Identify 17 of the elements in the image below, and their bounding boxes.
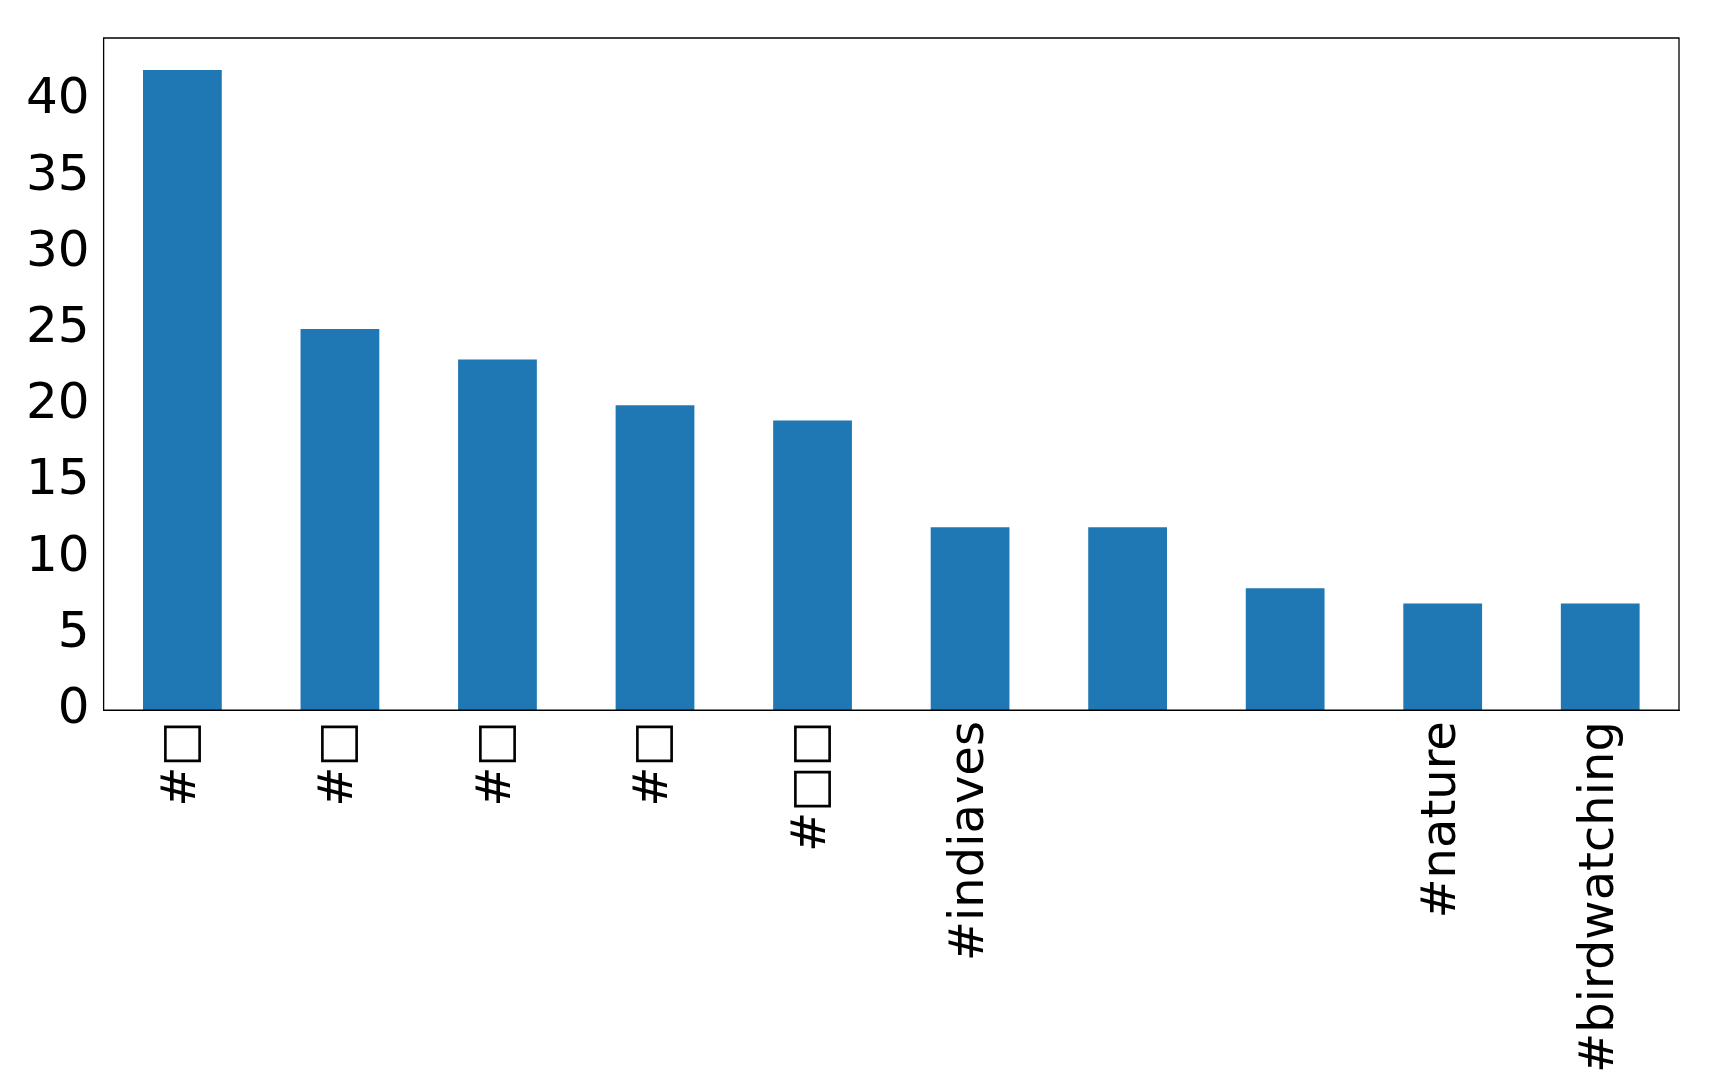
y-tick-label: 35: [26, 143, 90, 202]
y-tick-label: 40: [26, 67, 90, 126]
x-tick-label: #indiaves: [937, 721, 994, 962]
x-tick-label: #□: [622, 721, 679, 807]
y-tick-label: 30: [26, 219, 90, 278]
y-tick-label: 10: [26, 524, 90, 583]
y-tick-label: 15: [26, 448, 90, 507]
x-tick-label: #□: [464, 721, 521, 807]
y-tick-label: 0: [57, 677, 90, 736]
x-tick-label: #nature: [1410, 721, 1467, 919]
x-tick-label: #□□: [780, 721, 837, 853]
x-tick-label: #birdwatching: [1567, 721, 1624, 1074]
x-tick-label: #□: [149, 721, 206, 807]
y-tick-label: 25: [26, 296, 90, 355]
y-tick-label: 20: [26, 372, 90, 431]
x-tick-label: #□: [307, 721, 364, 807]
y-tick-label: 5: [57, 600, 90, 659]
